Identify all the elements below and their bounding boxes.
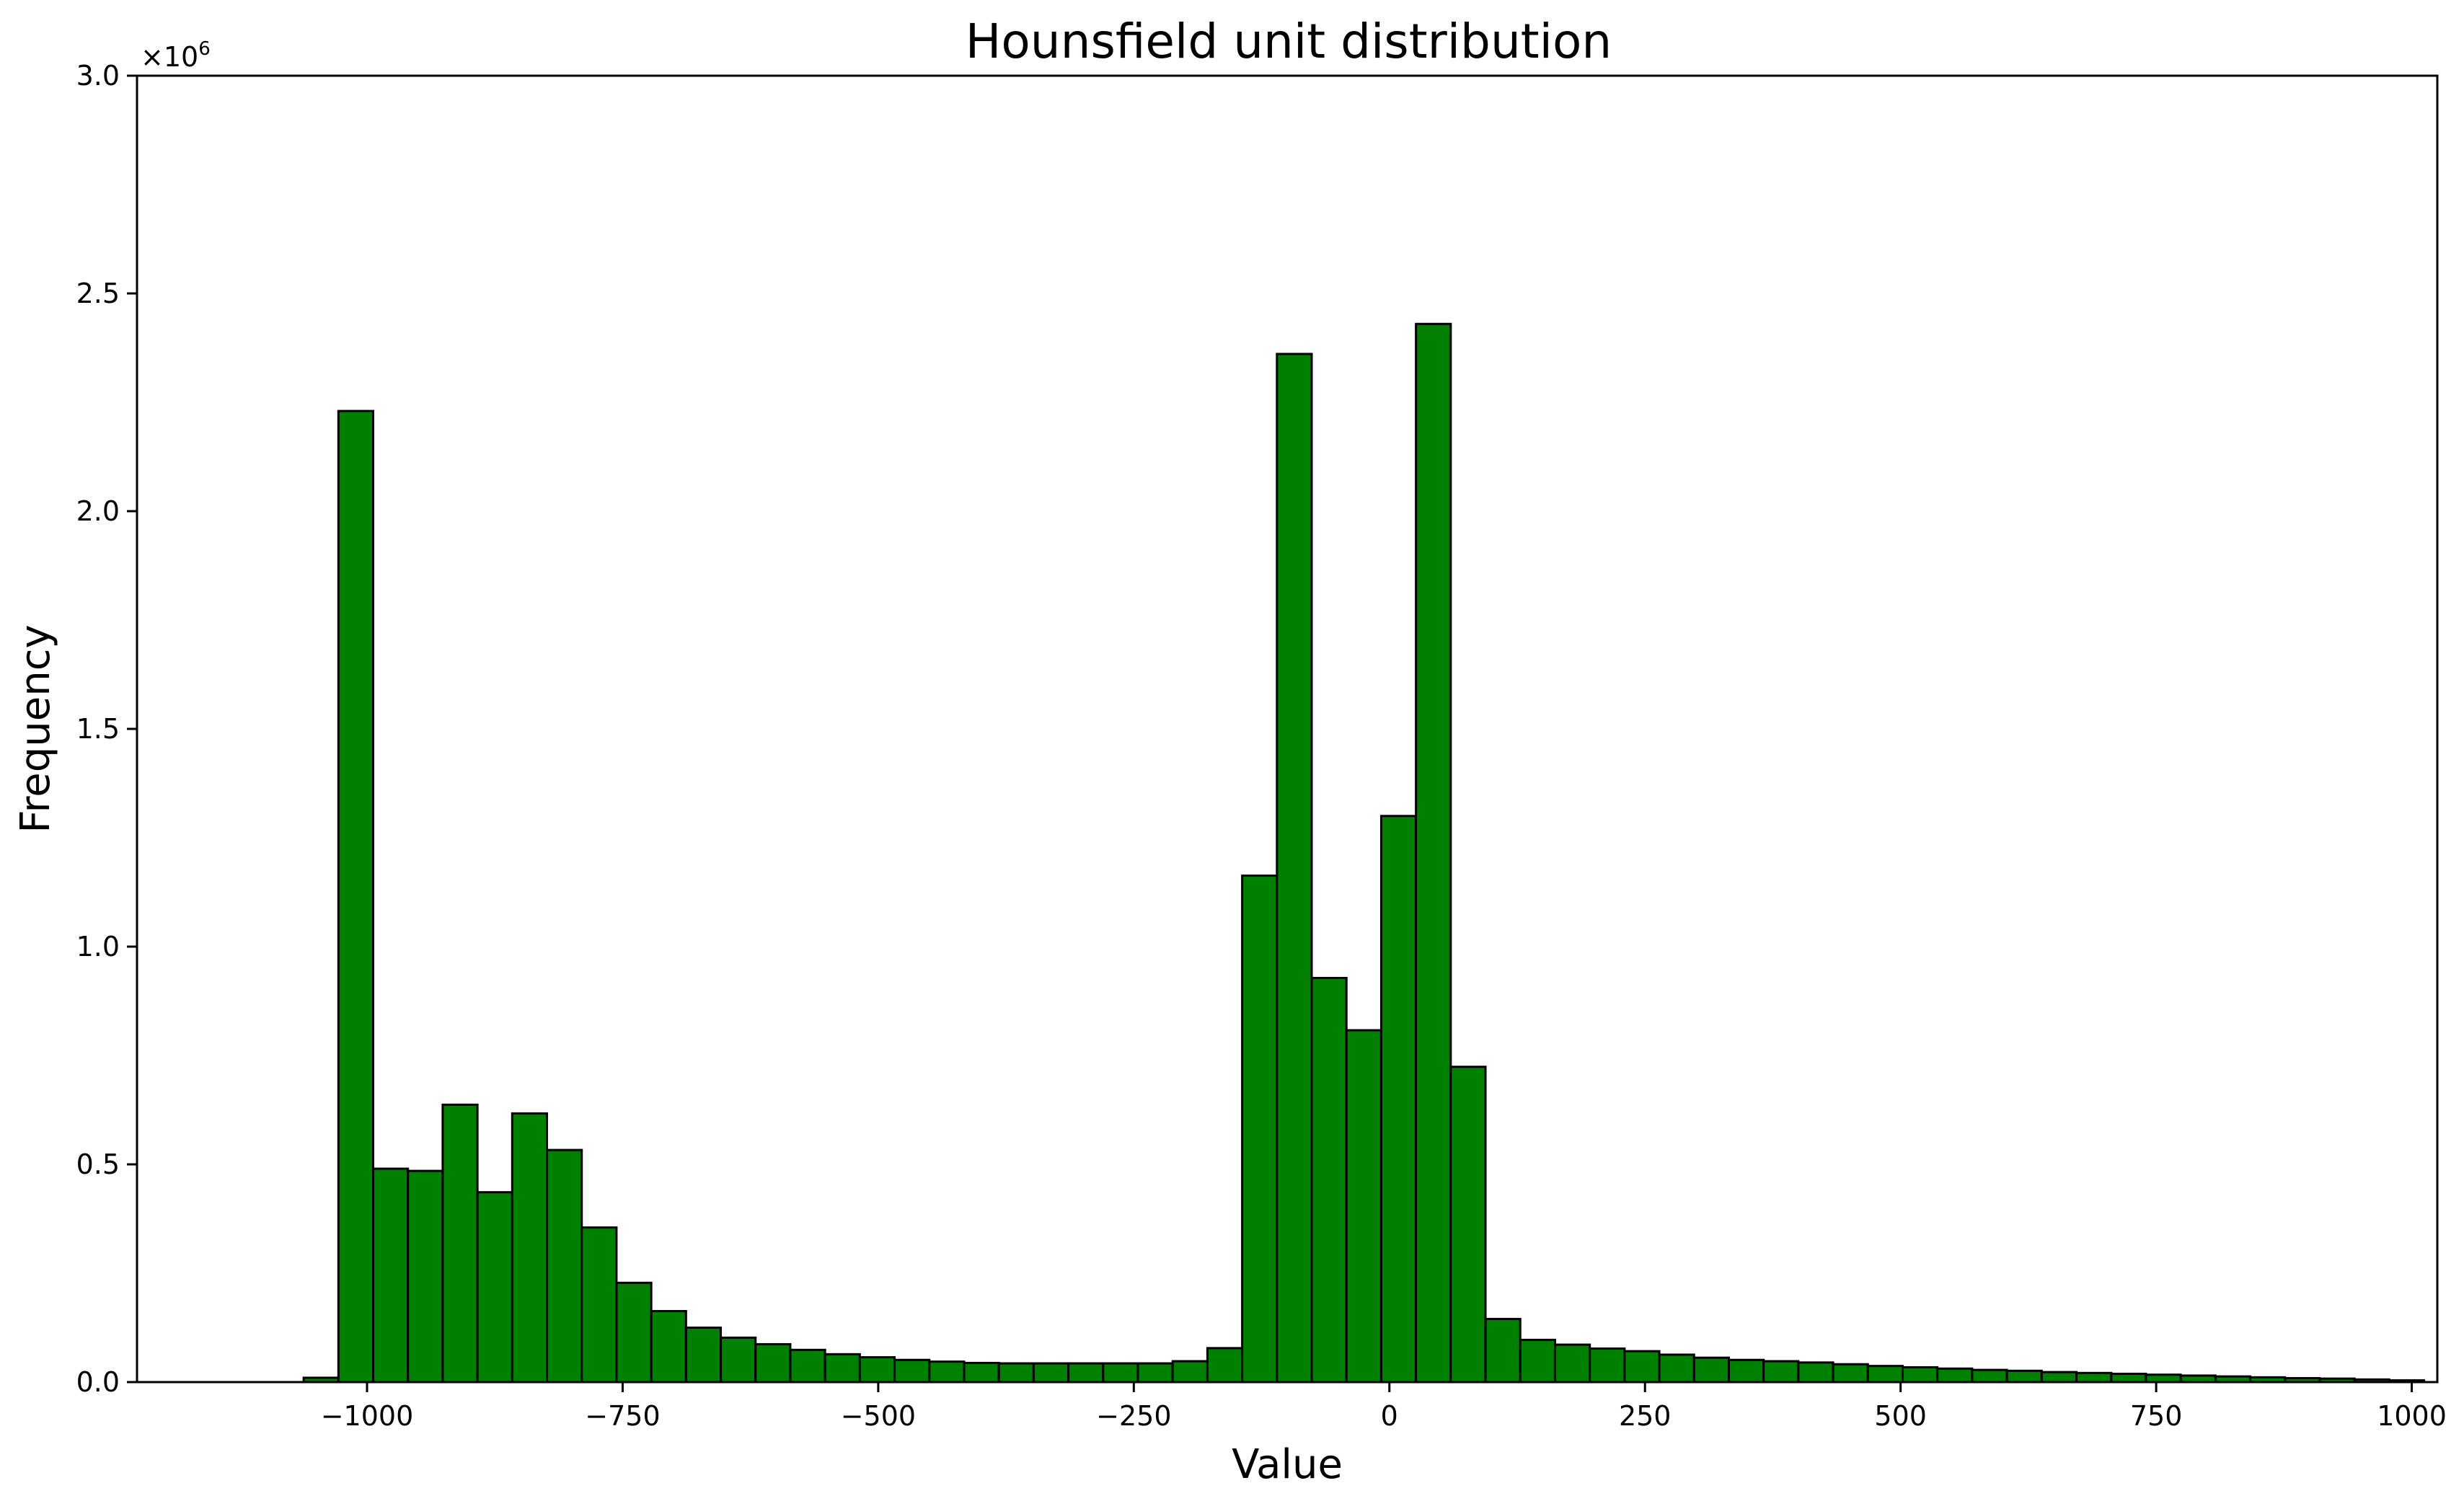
y-tick-label: 1.5 xyxy=(76,713,120,745)
histogram-bar xyxy=(1032,1362,1070,1384)
y-tick-label: 3.0 xyxy=(76,60,120,92)
histogram-bar xyxy=(893,1358,931,1384)
histogram-bar xyxy=(1379,815,1418,1384)
histogram-bar xyxy=(1936,1367,1974,1384)
histogram-bars xyxy=(302,322,2426,1384)
histogram-bar xyxy=(2040,1371,2078,1384)
histogram-bar xyxy=(476,1191,513,1384)
histogram-bar xyxy=(1449,1066,1487,1384)
histogram-bar xyxy=(789,1348,826,1384)
y-offset-exponent: 6 xyxy=(198,38,211,60)
histogram-bar xyxy=(1136,1362,1174,1384)
y-axis-label: Frequency xyxy=(12,624,59,833)
y-axis-ticks: 0.0 0.5 1.0 1.5 2.0 2.5 3.0 xyxy=(76,60,137,1398)
x-tick-label: −250 xyxy=(1096,1400,1171,1432)
histogram-bar xyxy=(2075,1371,2113,1384)
histogram-bar xyxy=(1658,1353,1695,1384)
histogram-bar xyxy=(1276,353,1313,1384)
x-axis-label: Value xyxy=(1232,1441,1343,1488)
histogram-bar xyxy=(1797,1361,1834,1384)
y-offset-base: ×10 xyxy=(141,41,198,73)
histogram-bar xyxy=(1310,976,1348,1384)
histogram-bar xyxy=(858,1356,896,1384)
histogram-bar xyxy=(1171,1360,1209,1384)
y-tick-label: 0.0 xyxy=(76,1366,120,1398)
x-tick-label: 1000 xyxy=(2377,1400,2447,1432)
histogram-bar xyxy=(615,1281,653,1384)
histogram-bar xyxy=(407,1169,444,1384)
x-tick-label: 750 xyxy=(2130,1400,2183,1432)
histogram-bar xyxy=(2005,1369,2043,1384)
x-tick-label: 0 xyxy=(1381,1400,1398,1432)
histogram-bar xyxy=(754,1342,792,1384)
histogram-bar xyxy=(1553,1343,1591,1384)
histogram-bar xyxy=(1484,1317,1522,1384)
histogram-bar xyxy=(2110,1373,2147,1384)
histogram-bar xyxy=(441,1103,479,1384)
x-axis-ticks: −1000 −750 −500 −250 0 250 500 750 1000 xyxy=(321,1382,2447,1432)
histogram-bar xyxy=(1206,1347,1244,1384)
y-tick-label: 2.5 xyxy=(76,278,120,309)
x-tick-label: −1000 xyxy=(321,1400,414,1432)
histogram-bar xyxy=(1241,875,1279,1384)
histogram-bar xyxy=(1589,1347,1626,1384)
histogram-bar xyxy=(650,1310,687,1384)
histogram-bar xyxy=(1415,322,1452,1384)
histogram-bar xyxy=(1832,1363,1869,1384)
histogram-bar xyxy=(928,1360,966,1384)
y-tick-label: 1.0 xyxy=(76,931,120,962)
histogram-bar xyxy=(963,1361,1000,1384)
histogram-bar xyxy=(372,1167,410,1384)
histogram-bar xyxy=(546,1148,583,1384)
histogram-bar xyxy=(1866,1365,1904,1384)
histogram-bar xyxy=(1519,1338,1556,1384)
x-tick-label: −750 xyxy=(585,1400,660,1432)
histogram-bar xyxy=(1902,1366,1939,1384)
histogram-bar xyxy=(720,1336,757,1384)
histogram-bar xyxy=(337,410,374,1384)
histogram-bar xyxy=(684,1327,723,1384)
y-tick-label: 0.5 xyxy=(76,1148,120,1180)
histogram-bar xyxy=(823,1353,861,1384)
histogram-bar xyxy=(1623,1350,1661,1384)
histogram-bar xyxy=(2145,1373,2182,1384)
histogram-bar xyxy=(511,1112,549,1384)
chart-title: Hounsfield unit distribution xyxy=(966,14,1612,69)
x-tick-label: −500 xyxy=(841,1400,916,1432)
histogram-bar xyxy=(997,1362,1035,1384)
histogram-bar xyxy=(1692,1356,1730,1384)
histogram-bar xyxy=(1345,1029,1382,1384)
plot-frame xyxy=(136,74,2439,1384)
histogram-bar xyxy=(1971,1368,2008,1384)
histogram-bar xyxy=(1762,1360,1800,1384)
histogram-bar xyxy=(1727,1358,1765,1384)
y-offset-text: ×106 xyxy=(141,38,211,73)
y-tick-label: 2.0 xyxy=(76,495,120,527)
histogram-bar xyxy=(1067,1362,1105,1384)
x-tick-label: 250 xyxy=(1619,1400,1672,1432)
x-tick-label: 500 xyxy=(1874,1400,1927,1432)
histogram-bar xyxy=(1102,1362,1139,1384)
histogram-bar xyxy=(580,1226,618,1384)
